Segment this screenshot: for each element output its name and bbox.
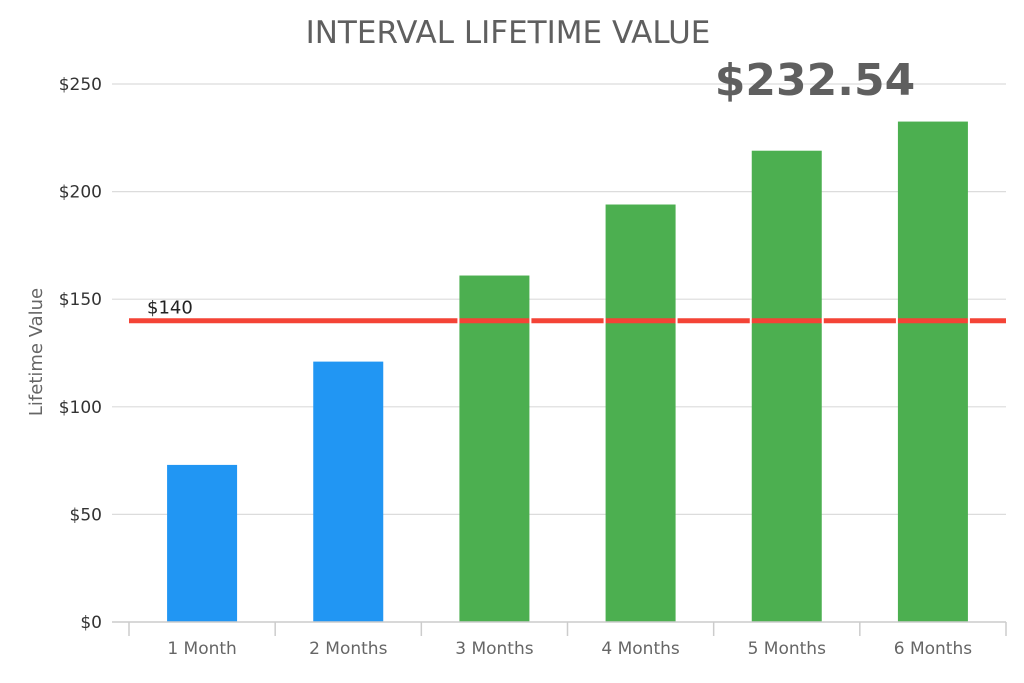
- x-tick-label: 3 Months: [455, 639, 534, 659]
- reference-line-gap: [895, 317, 898, 324]
- reference-line-gap: [603, 317, 606, 324]
- reference-line-gap: [675, 317, 678, 324]
- grid-lines: [112, 83, 1006, 516]
- reference-line-gap: [749, 317, 752, 324]
- x-tick-labels: 1 Month 2 Months 3 Months 4 Months 5 Months 6…: [167, 639, 972, 659]
- bar: [751, 150, 822, 622]
- y-tick-label: $250: [59, 75, 102, 95]
- y-tick-label: $200: [59, 183, 102, 203]
- x-tick-label: 5 Months: [748, 639, 827, 659]
- bar: [313, 361, 384, 622]
- x-axis: [112, 621, 1007, 636]
- bar: [897, 121, 968, 623]
- x-tick-label: 6 Months: [894, 639, 973, 659]
- y-tick-label: $150: [59, 290, 102, 310]
- bar: [167, 464, 238, 622]
- y-tick-label: $100: [59, 398, 102, 418]
- reference-line-group: $140: [129, 298, 1006, 324]
- reference-line-gap: [821, 317, 824, 324]
- y-tick-label: $0: [80, 613, 102, 633]
- reference-line-gap: [529, 317, 532, 324]
- reference-line-label: $140: [147, 298, 193, 319]
- y-tick-label: $50: [70, 505, 102, 525]
- y-tick-labels: $0 $50 $100 $150 $200 $250: [59, 75, 102, 633]
- x-tick-label: 4 Months: [601, 639, 680, 659]
- x-tick-label: 2 Months: [309, 639, 388, 659]
- y-axis-label: Lifetime Value: [26, 288, 47, 416]
- chart-title: INTERVAL LIFETIME VALUE: [306, 15, 711, 51]
- bars: [167, 121, 968, 623]
- bar: [605, 204, 676, 622]
- reference-line-gap: [457, 317, 460, 324]
- x-tick-label: 1 Month: [167, 639, 237, 659]
- highlight-value: $232.54: [715, 55, 915, 106]
- reference-line-gap: [967, 317, 970, 324]
- bar: [459, 275, 530, 622]
